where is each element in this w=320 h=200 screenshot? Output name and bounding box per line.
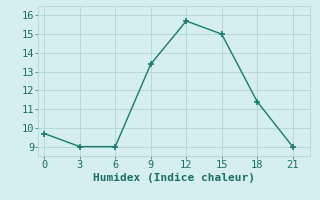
X-axis label: Humidex (Indice chaleur): Humidex (Indice chaleur) bbox=[93, 173, 255, 183]
